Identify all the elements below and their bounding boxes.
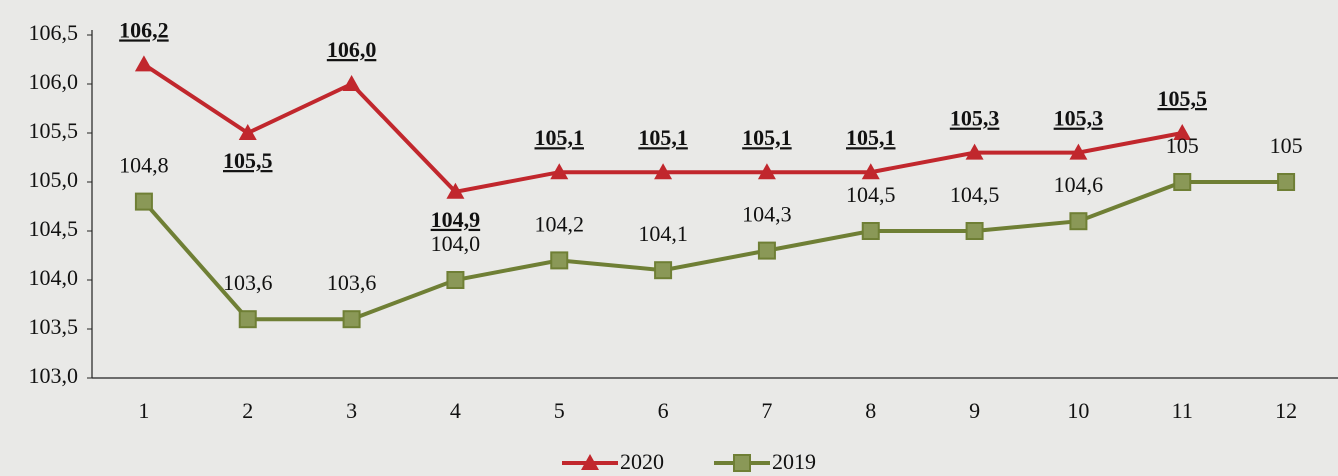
x-tick-label: 4	[450, 398, 461, 423]
legend-label: 2020	[620, 449, 664, 474]
data-label: 104,3	[742, 202, 792, 227]
data-label: 103,6	[223, 270, 273, 295]
x-tick-label: 7	[761, 398, 772, 423]
data-label: 105	[1166, 133, 1199, 158]
marker-square	[446, 271, 465, 289]
data-label: 105,5	[223, 148, 273, 173]
marker-square	[733, 454, 751, 472]
y-tick-label: 103,5	[29, 314, 79, 339]
x-tick-label: 1	[138, 398, 149, 423]
y-tick-label: 104,0	[29, 265, 79, 290]
marker-square	[1069, 212, 1088, 231]
data-label: 103,6	[327, 270, 377, 295]
x-tick-label: 11	[1172, 398, 1193, 423]
marker-square	[965, 222, 984, 240]
data-label: 105	[1270, 133, 1303, 158]
data-label: 105,3	[1054, 106, 1104, 131]
marker-triangle	[238, 124, 257, 140]
legend-label: 2019	[772, 449, 816, 474]
marker-triangle	[861, 163, 880, 180]
x-tick-label: 5	[554, 398, 565, 423]
x-tick-label: 12	[1275, 398, 1297, 423]
y-tick-label: 105,5	[29, 118, 79, 143]
x-tick-label: 9	[969, 398, 980, 423]
x-tick-label: 10	[1067, 398, 1089, 423]
y-tick-label: 106,0	[29, 69, 79, 94]
data-label: 106,2	[119, 17, 169, 42]
marker-triangle	[965, 143, 984, 160]
marker-triangle	[342, 75, 361, 91]
marker-square	[134, 192, 153, 211]
marker-square	[757, 241, 776, 260]
x-tick-label: 6	[658, 398, 669, 423]
series-line	[142, 180, 1287, 322]
marker-square	[342, 310, 361, 329]
y-tick-label: 103,0	[29, 363, 79, 388]
data-label: 104,5	[846, 182, 896, 207]
data-label: 104,5	[950, 182, 1000, 207]
y-tick-label: 105,0	[29, 167, 79, 192]
marker-square	[1277, 173, 1296, 191]
data-label: 105,1	[742, 125, 792, 150]
x-tick-label: 3	[346, 398, 357, 423]
data-label: 104,2	[535, 211, 585, 236]
marker-triangle	[654, 163, 673, 180]
y-tick-label: 106,5	[29, 20, 79, 45]
marker-triangle	[446, 182, 465, 199]
marker-triangle	[581, 454, 599, 470]
marker-triangle	[1173, 124, 1192, 140]
marker-triangle	[134, 55, 153, 72]
data-label: 105,1	[535, 125, 585, 150]
legend-item: 2020	[562, 449, 664, 474]
data-label: 104,9	[431, 207, 481, 232]
data-label: 104,0	[431, 231, 481, 256]
x-tick-label: 8	[865, 398, 876, 423]
marker-square	[238, 310, 257, 329]
marker-square	[550, 251, 569, 270]
data-label: 105,1	[846, 125, 896, 150]
legend-item: 2019	[714, 449, 816, 474]
marker-square	[654, 261, 673, 280]
marker-triangle	[550, 163, 569, 180]
marker-square	[1173, 173, 1192, 191]
data-label: 105,1	[638, 125, 688, 150]
data-label: 104,8	[119, 153, 169, 178]
marker-triangle	[757, 163, 776, 180]
y-tick-label: 104,5	[29, 216, 79, 241]
marker-triangle	[1069, 143, 1088, 160]
data-label: 105,3	[950, 106, 1000, 131]
x-tick-label: 2	[242, 398, 253, 423]
data-label: 104,1	[638, 221, 688, 246]
marker-square	[861, 222, 880, 240]
data-label: 104,6	[1054, 172, 1104, 197]
data-label: 106,0	[327, 37, 377, 62]
data-label: 105,5	[1158, 86, 1208, 111]
